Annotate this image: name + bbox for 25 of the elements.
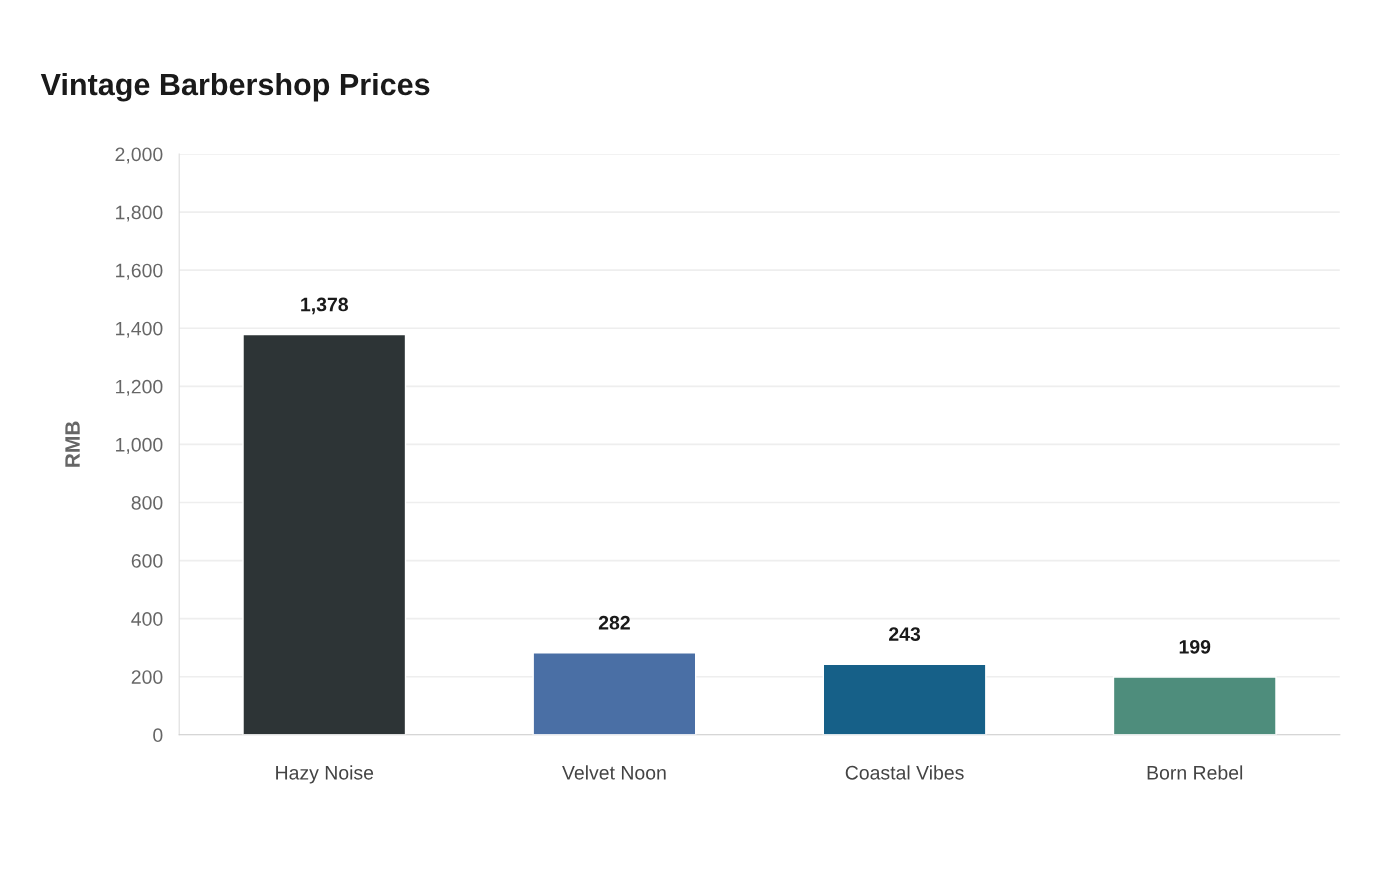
x-tick-label: Coastal Vibes (845, 765, 964, 780)
y-axis-title: RMB (65, 421, 80, 467)
bar (822, 663, 987, 735)
x-tick-label: Born Rebel (1147, 765, 1243, 780)
y-tick-label: 1,800 (116, 205, 163, 222)
data-label: 243 (889, 627, 921, 641)
y-tick-label: 200 (131, 670, 163, 684)
y-tick-label: 2,000 (115, 147, 163, 164)
data-label: 199 (1179, 639, 1211, 654)
bar (242, 333, 407, 735)
bar (1112, 676, 1277, 735)
y-tick-label: 1,400 (116, 321, 163, 338)
y-tick-label: 0 (153, 728, 163, 743)
data-label: 1,378 (301, 297, 349, 315)
x-tick-label: Velvet Noon (562, 765, 666, 780)
chart-title: Vintage Barbershop Prices (40, 72, 430, 102)
x-tick-label: Hazy Noise (276, 765, 374, 784)
data-label: 282 (598, 615, 630, 630)
y-tick-label: 600 (131, 554, 163, 568)
bar (532, 652, 697, 735)
y-tick-label: 800 (131, 495, 163, 510)
y-tick-label: 400 (131, 612, 163, 626)
y-tick-label: 1,000 (116, 437, 163, 454)
y-tick-label: 1,600 (116, 263, 163, 280)
y-tick-label: 1,200 (116, 379, 163, 396)
